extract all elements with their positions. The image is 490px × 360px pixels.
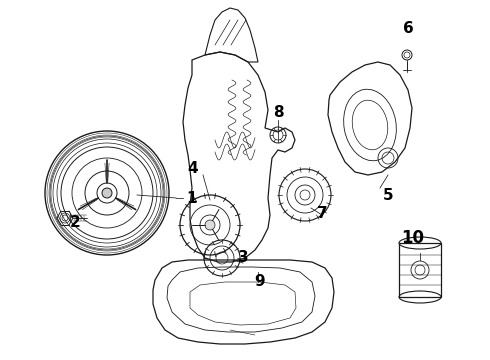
Text: 8: 8	[273, 104, 283, 120]
Text: 6: 6	[403, 21, 414, 36]
Text: 2: 2	[70, 215, 80, 230]
Text: 3: 3	[238, 251, 248, 266]
Circle shape	[102, 188, 112, 198]
Circle shape	[205, 220, 215, 230]
Text: 4: 4	[188, 161, 198, 176]
Text: 9: 9	[255, 275, 265, 289]
Text: 7: 7	[317, 206, 327, 220]
Text: 10: 10	[401, 229, 424, 247]
Text: 5: 5	[383, 188, 393, 202]
Text: 1: 1	[187, 190, 197, 206]
